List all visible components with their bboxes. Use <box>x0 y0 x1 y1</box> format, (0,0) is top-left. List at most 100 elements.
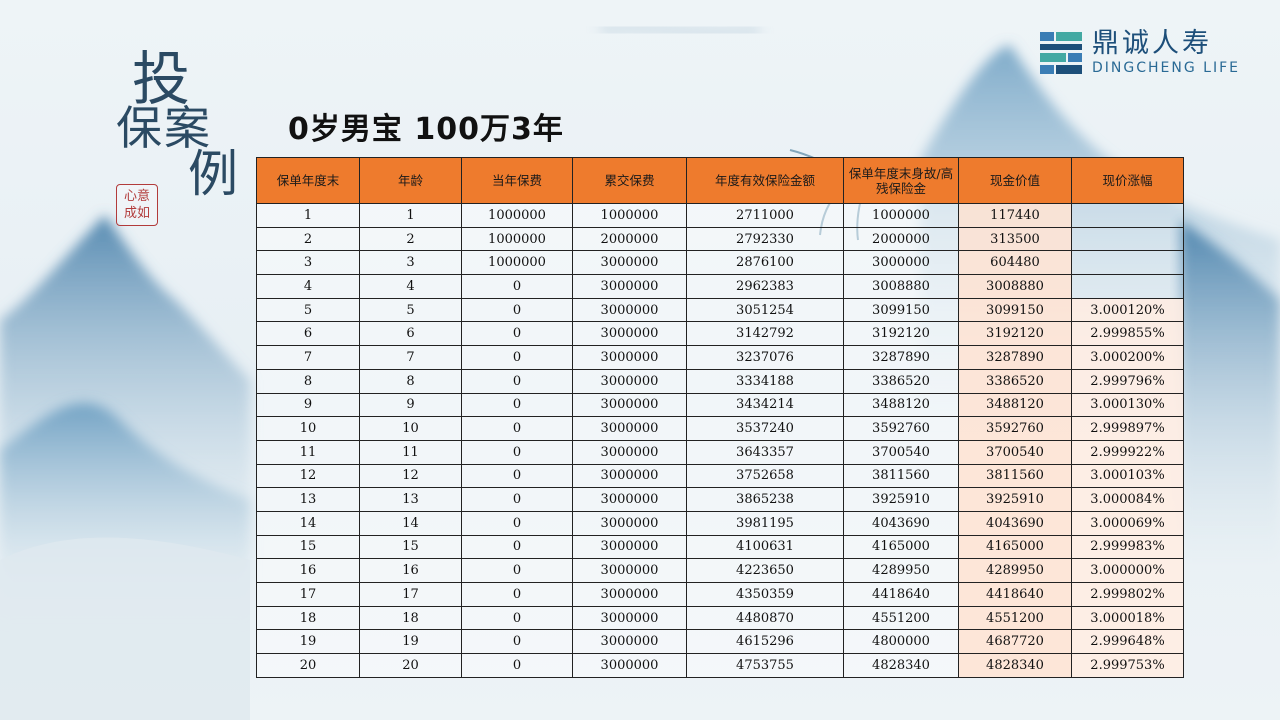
table-row: 15 15 0 3000000 4100631 4165000 4165000 2.99998… <box>256 534 1184 560</box>
cell-death-benefit: 3811560 <box>843 463 959 489</box>
header-cash-value-growth: 现价涨幅 <box>1071 157 1184 204</box>
table-row: 10 10 0 3000000 3537240 3592760 3592760 2.99989… <box>256 416 1184 441</box>
cell-cash-value-growth: 3.000200% <box>1071 345 1184 370</box>
header-policy-year: 保单年度末 <box>256 157 360 204</box>
cell-cash-value-growth <box>1071 274 1184 299</box>
cell-cash-value-growth: 3.000018% <box>1071 605 1184 631</box>
cell-policy-year: 18 <box>256 605 360 631</box>
cell-cumulative-premium: 3000000 <box>572 653 687 678</box>
cell-cumulative-premium: 3000000 <box>572 487 687 512</box>
cell-cumulative-premium: 3000000 <box>572 274 687 299</box>
cell-death-benefit: 3287890 <box>843 345 959 370</box>
table-row: 13 13 0 3000000 3865238 3925910 3925910 3.00008… <box>256 487 1184 512</box>
cell-cumulative-premium: 1000000 <box>572 203 687 228</box>
cell-effective-sum-insured: 3051254 <box>686 297 844 323</box>
cell-annual-premium: 0 <box>461 510 573 536</box>
cell-cash-value-growth: 2.999648% <box>1071 629 1184 655</box>
logo-text: 鼎诚人寿 DINGCHENG LIFE <box>1092 29 1240 77</box>
cell-policy-year: 10 <box>256 416 360 441</box>
cell-death-benefit: 3192120 <box>843 321 959 347</box>
table-row: 7 7 0 3000000 3237076 3287890 3287890 3.000200% <box>256 345 1184 370</box>
cell-cash-value-growth: 2.999855% <box>1071 321 1184 347</box>
seal-text: 心意 成如 <box>123 189 150 221</box>
logo-english-name: DINGCHENG LIFE <box>1092 60 1240 76</box>
cell-policy-year: 1 <box>256 203 360 228</box>
cell-cash-value: 604480 <box>958 250 1072 276</box>
cell-cash-value: 4551200 <box>958 605 1072 631</box>
table-row: 8 8 0 3000000 3334188 3386520 3386520 2.999796% <box>256 368 1184 394</box>
table-row: 1 1 1000000 1000000 2711000 1000000 117440 <box>256 203 1184 228</box>
cell-cumulative-premium: 3000000 <box>572 439 687 465</box>
cell-cumulative-premium: 2000000 <box>572 226 687 252</box>
cell-effective-sum-insured: 4753755 <box>686 653 844 678</box>
cell-death-benefit: 2000000 <box>843 226 959 252</box>
cell-effective-sum-insured: 2792330 <box>686 226 844 252</box>
cell-death-benefit: 3700540 <box>843 439 959 465</box>
cell-annual-premium: 0 <box>461 487 573 512</box>
cell-cash-value: 4828340 <box>958 653 1072 678</box>
cell-policy-year: 7 <box>256 345 360 370</box>
cell-cash-value-growth: 3.000130% <box>1071 392 1184 418</box>
cell-cash-value: 4418640 <box>958 582 1072 607</box>
cell-death-benefit: 4418640 <box>843 582 959 607</box>
cell-annual-premium: 1000000 <box>461 203 573 228</box>
table-row: 4 4 0 3000000 2962383 3008880 3008880 <box>256 274 1184 299</box>
logo-mark-icon <box>1040 32 1083 74</box>
cell-effective-sum-insured: 3643357 <box>686 439 844 465</box>
cell-effective-sum-insured: 3434214 <box>686 392 844 418</box>
header-cash-value: 现金价值 <box>958 157 1072 204</box>
header-annual-premium: 当年保费 <box>461 157 573 204</box>
header-age: 年龄 <box>359 157 462 204</box>
cell-age: 10 <box>359 416 462 441</box>
cell-cash-value-growth: 3.000000% <box>1071 558 1184 583</box>
cell-age: 15 <box>359 534 462 560</box>
cell-age: 9 <box>359 392 462 418</box>
cell-cumulative-premium: 3000000 <box>572 250 687 276</box>
red-seal-stamp: 心意 成如 <box>116 184 158 226</box>
cell-cumulative-premium: 3000000 <box>572 392 687 418</box>
cell-policy-year: 16 <box>256 558 360 583</box>
cell-cash-value-growth: 2.999753% <box>1071 653 1184 678</box>
cell-age: 13 <box>359 487 462 512</box>
cell-effective-sum-insured: 4615296 <box>686 629 844 655</box>
cell-cash-value: 4165000 <box>958 534 1072 560</box>
cell-effective-sum-insured: 2876100 <box>686 250 844 276</box>
cell-cash-value-growth: 2.999983% <box>1071 534 1184 560</box>
cell-death-benefit: 4043690 <box>843 510 959 536</box>
cell-age: 11 <box>359 439 462 465</box>
cell-cumulative-premium: 3000000 <box>572 629 687 655</box>
cell-effective-sum-insured: 4480870 <box>686 605 844 631</box>
cell-death-benefit: 4828340 <box>843 653 959 678</box>
cell-annual-premium: 1000000 <box>461 250 573 276</box>
table-row: 18 18 0 3000000 4480870 4551200 4551200 3.00001… <box>256 605 1184 631</box>
cell-age: 19 <box>359 629 462 655</box>
cell-effective-sum-insured: 4223650 <box>686 558 844 583</box>
cell-cumulative-premium: 3000000 <box>572 463 687 489</box>
cell-policy-year: 2 <box>256 226 360 252</box>
cell-policy-year: 14 <box>256 510 360 536</box>
cell-annual-premium: 0 <box>461 463 573 489</box>
cell-effective-sum-insured: 2711000 <box>686 203 844 228</box>
cell-cumulative-premium: 3000000 <box>572 558 687 583</box>
cell-death-benefit: 3925910 <box>843 487 959 512</box>
cell-cash-value: 3192120 <box>958 321 1072 347</box>
table-body: 1 1 1000000 1000000 2711000 1000000 117440 2 2 10… <box>256 203 1184 678</box>
header-cumulative-premium: 累交保费 <box>572 157 687 204</box>
cell-death-benefit: 3099150 <box>843 297 959 323</box>
cell-effective-sum-insured: 3537240 <box>686 416 844 441</box>
header-death-benefit: 保单年度末身故/高残保险金 <box>843 157 959 204</box>
cell-policy-year: 9 <box>256 392 360 418</box>
table-row: 11 11 0 3000000 3643357 3700540 3700540 2.99992… <box>256 439 1184 465</box>
cell-policy-year: 15 <box>256 534 360 560</box>
cell-death-benefit: 3488120 <box>843 392 959 418</box>
cell-age: 18 <box>359 605 462 631</box>
cell-cash-value: 3287890 <box>958 345 1072 370</box>
vertical-title-char-3: 例 <box>188 145 238 203</box>
cell-annual-premium: 0 <box>461 605 573 631</box>
cell-annual-premium: 0 <box>461 368 573 394</box>
cell-cash-value-growth: 2.999796% <box>1071 368 1184 394</box>
cell-cash-value-growth: 3.000069% <box>1071 510 1184 536</box>
cell-age: 1 <box>359 203 462 228</box>
table-row: 12 12 0 3000000 3752658 3811560 3811560 3.00010… <box>256 463 1184 489</box>
cell-annual-premium: 0 <box>461 297 573 323</box>
